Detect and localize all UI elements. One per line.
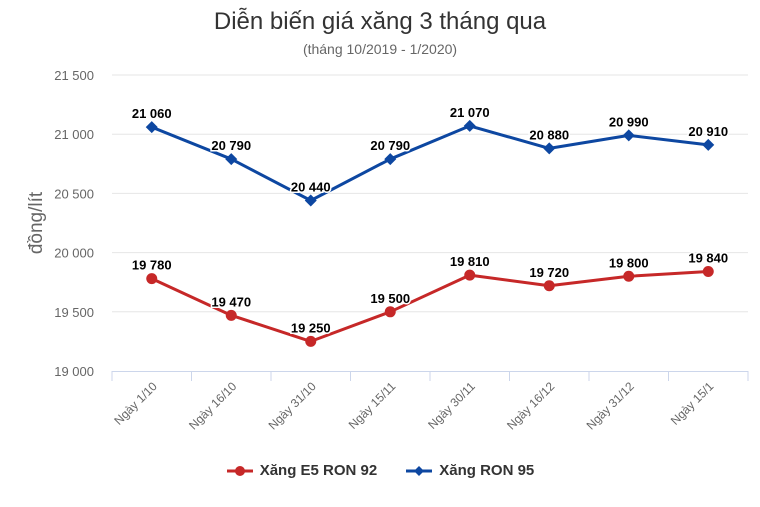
data-point-diamond-icon[interactable] [384,153,397,166]
chart-title: Diễn biến giá xăng 3 tháng qua [213,8,547,35]
data-label: 19 780 [132,258,172,273]
data-label: 19 800 [609,255,649,270]
data-point-circle-icon[interactable] [543,280,555,292]
x-tick-label: Ngày 31/12 [584,379,638,433]
data-label: 19 470 [211,294,251,309]
data-label: 19 720 [529,265,569,280]
data-point-circle-icon[interactable] [225,309,237,321]
legend-item-e5-ron92[interactable]: Xăng E5 RON 92 [226,462,378,479]
data-label: 20 790 [370,138,410,153]
x-tick-label: Ngày 16/12 [504,379,558,433]
data-label: 20 990 [609,114,649,129]
data-label: 19 500 [370,291,410,306]
data-label: 20 910 [688,124,728,139]
x-tick-label: Ngày 31/10 [266,379,320,433]
data-point-circle-icon[interactable] [464,269,476,281]
data-point-diamond-icon[interactable] [225,153,238,166]
x-tick-label: Ngày 15/11 [346,379,399,432]
data-label: 20 880 [529,127,569,142]
x-tick-label: Ngày 15/1 [668,379,717,428]
data-point-diamond-icon[interactable] [463,119,476,132]
legend-item-ron95[interactable]: Xăng RON 95 [405,462,534,479]
data-label: 19 810 [450,254,490,269]
legend: Xăng E5 RON 92 Xăng RON 95 [0,462,760,479]
y-tick-label: 20 000 [54,246,94,261]
data-label: 21 070 [450,105,490,120]
data-point-circle-icon[interactable] [384,306,396,318]
legend-label: Xăng RON 95 [439,462,535,479]
circle-marker-icon [226,465,253,476]
data-label: 19 840 [688,251,728,266]
diamond-marker-icon [406,465,433,476]
y-tick-label: 19 000 [54,364,94,379]
y-tick-label: 21 000 [54,127,94,142]
series-line [151,270,709,343]
data-point-diamond-icon[interactable] [543,142,556,155]
data-point-circle-icon[interactable] [305,335,317,347]
data-label: 21 060 [132,106,172,121]
y-axis-title: đồng/lít [26,191,47,254]
y-tick-label: 19 500 [54,305,94,320]
data-point-circle-icon[interactable] [623,270,635,282]
data-point-diamond-icon[interactable] [145,121,158,134]
legend-label: Xăng E5 RON 92 [259,462,378,479]
x-tick-label: Ngày 1/10 [111,379,160,428]
data-label: 20 440 [291,180,331,195]
data-point-diamond-icon[interactable] [622,129,635,142]
x-tick-label: Ngày 16/10 [186,379,240,433]
data-point-diamond-icon[interactable] [702,138,715,151]
x-tick-label: Ngày 30/11 [425,379,478,432]
chart-subtitle: (tháng 10/2019 - 1/2020) [302,41,458,57]
data-label: 20 790 [211,138,251,153]
data-point-circle-icon[interactable] [702,266,714,278]
data-point-circle-icon[interactable] [146,273,158,285]
y-tick-label: 20 500 [54,186,94,201]
y-tick-label: 21 500 [54,68,94,83]
series-line [151,124,709,203]
data-label: 19 250 [291,320,331,335]
data-point-diamond-icon[interactable] [304,194,317,207]
